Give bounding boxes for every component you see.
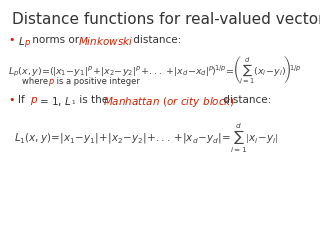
- Text: $p$: $p$: [24, 38, 31, 49]
- Text: $L_p(x,y)\!=\!\left(\!|x_1\!-\!y_1|^p\!+\!|x_2\!-\!y_2|^p\!+\!...+\!|x_d\!-\!x_d: $L_p(x,y)\!=\!\left(\!|x_1\!-\!y_1|^p\!+…: [8, 53, 302, 86]
- Text: $_{1}$: $_{1}$: [71, 98, 76, 107]
- Text: distance:: distance:: [220, 95, 271, 105]
- Text: $L$: $L$: [18, 35, 25, 47]
- Text: •: •: [8, 35, 14, 45]
- Text: distance:: distance:: [130, 35, 181, 45]
- Text: If: If: [18, 95, 28, 105]
- Text: $p$: $p$: [30, 95, 38, 107]
- Text: Distance functions for real-valued vectors: Distance functions for real-valued vecto…: [12, 12, 320, 27]
- Text: where: where: [22, 77, 51, 86]
- Text: $L_1(x,y)\!=\!|x_1\!-\!y_1|\!+\!|x_2\!-\!y_2|\!+\!...+\!|x_d\!-\!y_d|\!=\!\sum_{: $L_1(x,y)\!=\!|x_1\!-\!y_1|\!+\!|x_2\!-\…: [14, 122, 278, 155]
- Text: = 1, $L$: = 1, $L$: [36, 95, 72, 108]
- Text: $p$: $p$: [48, 77, 55, 88]
- Text: $\mathit{Manhattan\ (or\ city\ block)}$: $\mathit{Manhattan\ (or\ city\ block)}$: [103, 95, 235, 109]
- Text: norms or: norms or: [29, 35, 82, 45]
- Text: is the: is the: [76, 95, 111, 105]
- Text: is a positive integer: is a positive integer: [54, 77, 140, 86]
- Text: $\mathit{Minkowski}$: $\mathit{Minkowski}$: [78, 35, 133, 47]
- Text: •: •: [8, 95, 14, 105]
